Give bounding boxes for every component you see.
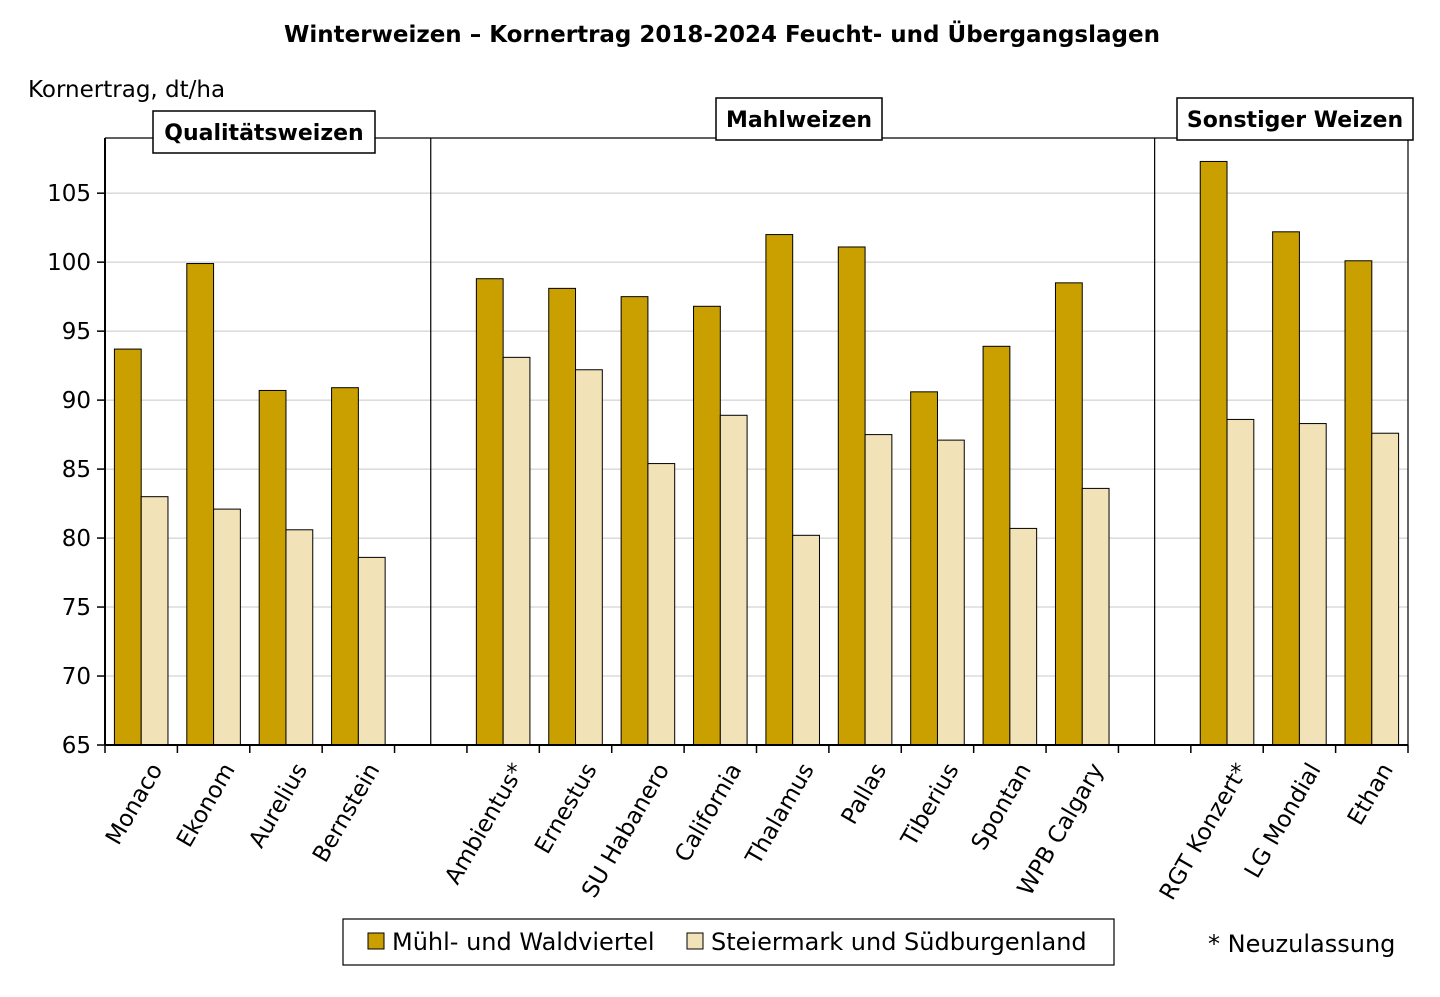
x-tick-label: Ethan — [1343, 759, 1399, 830]
y-tick-label: 105 — [47, 181, 91, 207]
footnote: * Neuzulassung — [1208, 930, 1395, 958]
bar-muehl-waldviertel — [1344, 260, 1373, 746]
bar-steiermark-suedburgenland — [357, 556, 386, 746]
bars — [113, 160, 1400, 746]
group-dividers — [430, 138, 1156, 745]
group-label-box — [1176, 97, 1414, 141]
x-tick-label: Thalamus — [741, 759, 820, 870]
x-tick-label: Aurelius — [244, 759, 313, 852]
bar-steiermark-suedburgenland — [575, 369, 603, 746]
x-tick-label: Bernstein — [308, 759, 385, 867]
bar-muehl-waldviertel — [1272, 231, 1300, 746]
bar-muehl-waldviertel — [1054, 282, 1083, 746]
bar-steiermark-suedburgenland — [285, 529, 314, 746]
legend-box — [342, 918, 1115, 966]
x-tick-label: Spontan — [967, 759, 1037, 855]
y-tick-label: 80 — [62, 526, 91, 552]
group-label-box — [152, 110, 376, 154]
bar-muehl-waldviertel — [548, 287, 577, 746]
bar-muehl-waldviertel — [258, 389, 287, 746]
legend-swatch — [686, 932, 704, 950]
bar-steiermark-suedburgenland — [1081, 487, 1110, 746]
x-tick-label: Pallas — [837, 759, 892, 829]
x-tick-label: Ernestus — [530, 759, 602, 858]
bar-steiermark-suedburgenland — [719, 414, 748, 746]
bar-steiermark-suedburgenland — [792, 534, 820, 746]
group-label-box — [715, 97, 883, 141]
y-tick-labels: 65 70 75 80 85 90 95 100 105 — [47, 181, 91, 759]
group-label: Sonstiger Weizen — [1187, 108, 1403, 133]
y-tick-label: 95 — [62, 319, 91, 345]
bar-muehl-waldviertel — [186, 263, 215, 746]
bar-muehl-waldviertel — [620, 296, 649, 746]
bar-muehl-waldviertel — [982, 345, 1011, 746]
legend-swatch — [367, 932, 385, 950]
gridlines — [105, 192, 1408, 677]
y-tick-label: 90 — [62, 388, 91, 414]
bar-muehl-waldviertel — [910, 391, 938, 746]
x-tick-label: RGT Konzert* — [1155, 759, 1254, 905]
chart-title: Winterweizen – Kornertrag 2018-2024 Feuc… — [284, 20, 1160, 48]
legend-label: Steiermark und Südburgenland — [711, 928, 1087, 956]
bar-steiermark-suedburgenland — [1371, 432, 1400, 746]
x-tick-label: California — [670, 759, 747, 867]
group-label: Mahlweizen — [726, 108, 872, 133]
x-tick-label: Monaco — [101, 759, 168, 849]
bar-muehl-waldviertel — [113, 348, 142, 746]
y-tick-label: 100 — [47, 250, 91, 276]
bar-muehl-waldviertel — [1199, 160, 1228, 746]
bar-steiermark-suedburgenland — [936, 439, 965, 746]
bar-steiermark-suedburgenland — [213, 508, 241, 746]
y-axis-title: Kornertrag, dt/ha — [28, 77, 225, 103]
bar-steiermark-suedburgenland — [647, 463, 676, 746]
legend: Mühl- und Waldviertel Steiermark und Südb… — [342, 918, 1115, 966]
bar-muehl-waldviertel — [837, 246, 866, 746]
bar-steiermark-suedburgenland — [502, 356, 531, 746]
group-labels: Qualitätsweizen Mahlweizen Sonstiger Weize… — [152, 97, 1414, 154]
bar-steiermark-suedburgenland — [864, 434, 893, 746]
y-tick-label: 75 — [62, 595, 91, 621]
x-tick-label: Tiberius — [896, 759, 964, 852]
x-tick-label: Ambientus* — [440, 759, 530, 889]
bar-steiermark-suedburgenland — [140, 496, 169, 746]
bar-steiermark-suedburgenland — [1298, 423, 1327, 746]
legend-label: Mühl- und Waldviertel — [392, 928, 655, 956]
bar-muehl-waldviertel — [331, 387, 359, 746]
x-tick-label: Ekonom — [172, 759, 241, 852]
bar-steiermark-suedburgenland — [1009, 527, 1038, 746]
x-tick-label: LG Mondial — [1240, 759, 1326, 883]
bar-muehl-waldviertel — [693, 305, 721, 746]
bar-muehl-waldviertel — [765, 234, 794, 746]
y-tick-label: 85 — [62, 457, 91, 483]
bar-muehl-waldviertel — [475, 278, 504, 746]
y-tick-label: 70 — [62, 664, 91, 690]
bar-steiermark-suedburgenland — [1226, 418, 1255, 746]
group-label: Qualitätsweizen — [164, 121, 363, 146]
y-tick-label: 65 — [62, 733, 91, 759]
